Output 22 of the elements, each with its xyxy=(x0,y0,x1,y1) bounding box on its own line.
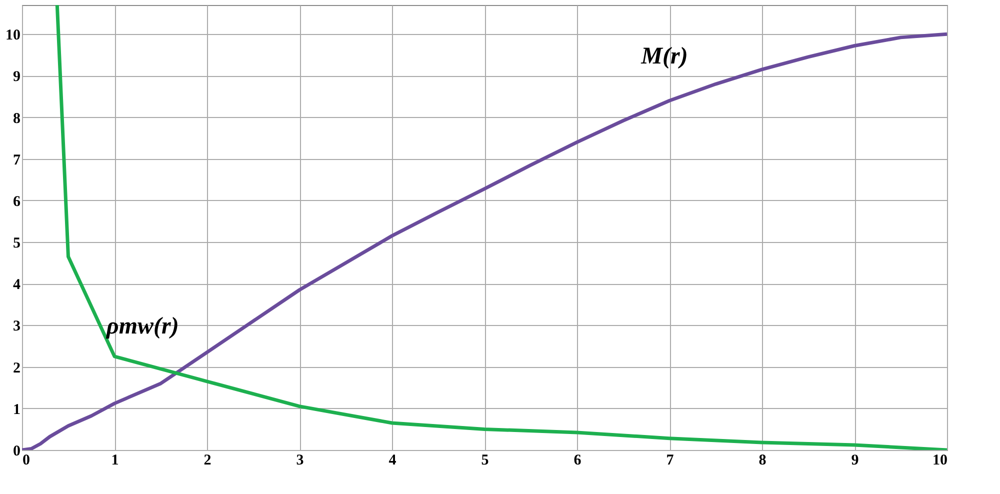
y-tick-label: 8 xyxy=(13,110,20,127)
series-label: ρmw(r) xyxy=(106,313,179,340)
y-tick-label: 3 xyxy=(13,318,20,335)
y-tick-label: 10 xyxy=(6,28,20,44)
y-tick-label: 9 xyxy=(13,69,20,86)
x-tick-label: 8 xyxy=(758,452,766,468)
y-tick-label: 4 xyxy=(13,277,21,294)
y-tick-label: 7 xyxy=(13,152,21,168)
y-tick-label: 1 xyxy=(13,402,20,418)
x-tick-label: 7 xyxy=(666,452,674,468)
x-tick-label: 10 xyxy=(932,452,948,468)
series-label: M(r) xyxy=(640,44,688,70)
x-tick-label: 5 xyxy=(481,452,489,468)
x-tick-label: 1 xyxy=(111,452,119,468)
x-tick-label: 9 xyxy=(851,452,859,468)
x-tick-label: 4 xyxy=(388,452,397,468)
x-tick-label: 2 xyxy=(204,452,212,468)
y-tick-label: 2 xyxy=(13,360,20,376)
x-tick-label: 6 xyxy=(574,452,582,468)
y-tick-label: 6 xyxy=(13,194,21,210)
x-tick-label: 3 xyxy=(296,452,304,468)
y-tick-label: 5 xyxy=(13,236,20,252)
